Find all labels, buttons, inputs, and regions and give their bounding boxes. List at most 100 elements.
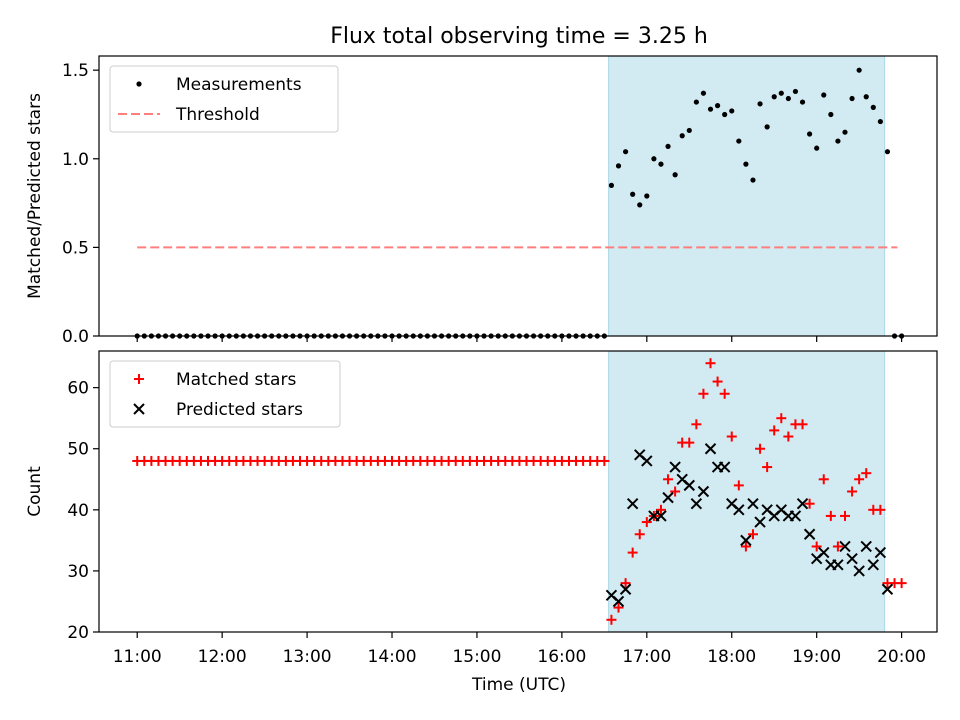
matched-stars-point	[783, 431, 794, 442]
measurement-point	[870, 104, 876, 110]
x-b	[655, 510, 667, 522]
measurement-point	[729, 108, 735, 114]
matched-stars-point	[797, 419, 808, 430]
matched-stars-point	[599, 455, 610, 466]
y-tick-label: 0.0	[62, 327, 89, 347]
y-tick-label: 0.5	[62, 238, 89, 258]
axes-frame	[98, 55, 938, 337]
x-tick-label: 11:00	[113, 647, 162, 667]
measurement-point	[821, 92, 827, 98]
x-b	[832, 559, 844, 571]
predicted-stars-point	[860, 540, 872, 553]
x-b	[726, 498, 738, 510]
predicted-stars-point	[747, 498, 759, 510]
x-b	[690, 498, 703, 510]
measurement-point	[714, 103, 721, 109]
x-b	[860, 540, 872, 553]
legend-label: Measurements	[176, 75, 302, 95]
x-b	[803, 528, 816, 540]
x-tick-label: 13:00	[283, 647, 332, 667]
measurement-point	[750, 177, 756, 183]
observing-window-span	[608, 55, 886, 337]
x-tick-label: 15:00	[452, 647, 501, 667]
predicted-stars-point	[662, 491, 674, 504]
predicted-stars-point	[626, 498, 639, 510]
predicted-stars-point	[704, 443, 717, 455]
predicted-stars-point	[619, 583, 632, 595]
measurement-point	[778, 90, 784, 96]
y-axis-label: Matched/Predicted stars	[25, 93, 45, 299]
y-tick-label: 1.0	[62, 150, 89, 170]
matched-stars-point	[691, 419, 702, 430]
matched-stars-point	[804, 498, 815, 509]
x-tick-label: 14:00	[368, 647, 417, 667]
matched-stars-point	[670, 486, 681, 497]
x-tick-label: 18:00	[707, 647, 756, 667]
measurement-point	[849, 95, 855, 102]
predicted-stars-point	[832, 559, 844, 571]
legend-label: Matched stars	[176, 370, 296, 390]
measurement-point	[764, 124, 770, 130]
legend-predicted-marker-b	[133, 403, 145, 415]
top-panel: 0.0 0.5 1.0 1.5 Matched/Predicted stars Measu…	[25, 55, 938, 347]
legend-label: Threshold	[175, 105, 260, 125]
matched-stars-point	[875, 504, 886, 515]
x-b	[846, 552, 858, 565]
matched-stars-point	[861, 468, 872, 479]
matched-stars-point	[733, 480, 744, 491]
matched-stars-point	[627, 547, 638, 558]
x-b	[881, 583, 894, 595]
predicted-stars-point	[683, 479, 695, 492]
x-b	[853, 565, 865, 577]
predicted-stars-point	[803, 528, 816, 540]
x-b	[754, 516, 766, 528]
x-b	[775, 504, 787, 516]
matched-stars-point	[641, 517, 652, 528]
matched-stars-point	[847, 486, 858, 497]
y-tick-label: 20	[67, 623, 89, 643]
x-axis-label: Time (UTC)	[471, 675, 566, 695]
measurement-point	[743, 161, 749, 167]
measurement-point	[736, 138, 742, 144]
matched-stars-point	[740, 541, 751, 552]
legend-box	[109, 360, 341, 428]
measurement-point	[700, 90, 707, 96]
matched-stars-point	[755, 443, 766, 454]
matched-stars-point	[769, 425, 780, 436]
predicted-stars-point	[874, 546, 887, 559]
matched-stars-point	[719, 388, 730, 399]
matched-stars-point	[818, 474, 829, 485]
x-tick-label: 20:00	[877, 647, 926, 667]
measurement-point	[828, 111, 834, 118]
matched-stars-point	[663, 474, 674, 485]
x-b	[676, 473, 688, 485]
x-b	[669, 461, 681, 473]
measurement-point	[807, 131, 813, 137]
bottom-panel: 20 30 40 50 60 11:00 12:00 13:00 14:00 15:00 16:00…	[25, 350, 938, 667]
matched-stars-point	[832, 541, 843, 552]
measurement-point	[835, 138, 841, 144]
measurement-point	[637, 202, 643, 208]
x-b	[626, 498, 639, 510]
x-tick-label: 19:00	[792, 647, 841, 667]
measurement-point	[884, 149, 891, 155]
measurement-point	[757, 101, 763, 107]
x-b	[662, 491, 674, 504]
y-tick-label: 1.5	[62, 61, 89, 81]
predicted-stars-point	[655, 510, 667, 522]
legend: Measurements Threshold	[109, 65, 339, 133]
matched-stars-point	[747, 529, 758, 540]
legend-label: Predicted stars	[176, 400, 303, 420]
x-b	[818, 546, 830, 559]
measurement-point	[679, 133, 685, 139]
measurement-point	[608, 182, 615, 188]
x-b	[789, 510, 802, 522]
matched-stars-point	[613, 602, 624, 613]
axes-frame	[98, 350, 938, 633]
matched-stars-point	[776, 413, 787, 424]
matched-stars-point	[896, 578, 907, 589]
x-tick-label: 17:00	[622, 647, 671, 667]
predicted-stars-point	[733, 504, 745, 516]
predicted-stars-point	[867, 559, 880, 571]
predicted-stars-point	[881, 583, 894, 595]
